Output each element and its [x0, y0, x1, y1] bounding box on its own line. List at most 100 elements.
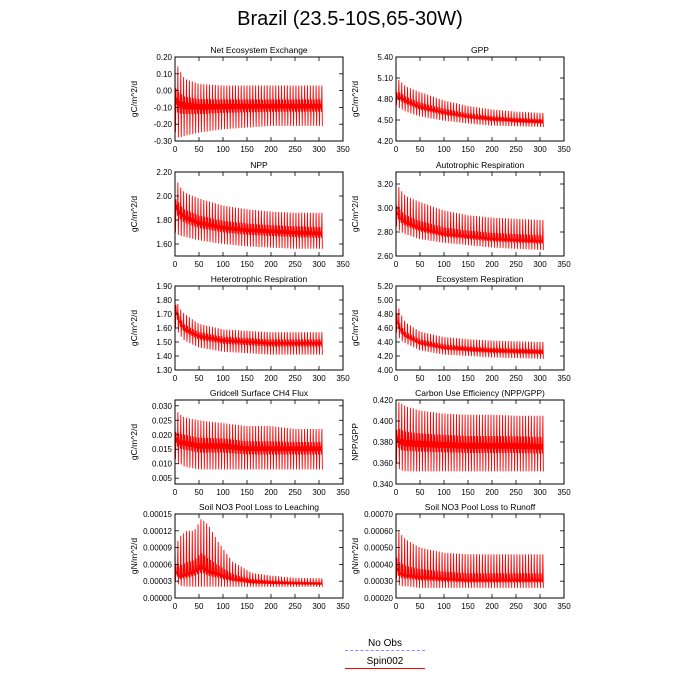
x-tick-label: 100 [216, 145, 230, 154]
x-tick-label: 100 [437, 374, 451, 383]
x-tick-label: 350 [336, 145, 350, 154]
y-axis-label: gN/m^2/d [129, 538, 139, 574]
x-tick-label: 300 [312, 488, 326, 497]
panel-heterotrophic-respiration: Heterotrophic Respiration gC/m^2/d 0 50 100 1… [129, 274, 350, 383]
legend-label-spin002: Spin002 [366, 656, 404, 667]
y-axis-label: gC/m^2/d [129, 310, 139, 346]
y-tick-label: 5.20 [377, 282, 393, 291]
x-tick-label: 150 [461, 260, 475, 269]
y-tick-label: 4.00 [377, 366, 393, 375]
x-tick-label: 350 [336, 374, 350, 383]
x-tick-label: 300 [533, 374, 547, 383]
y-tick-label: 1.80 [156, 296, 172, 305]
y-axis-label: gC/m^2/d [129, 424, 139, 460]
y-tick-label: 0.030 [152, 402, 173, 411]
panel-autotrophic-respiration: Autotrophic Respiration gC/m^2/d 0 50 100 150… [350, 160, 571, 269]
y-tick-label: 0.00000 [143, 594, 172, 603]
legend-entry-no-obs: No Obs [330, 638, 440, 656]
x-tick-label: 0 [394, 374, 399, 383]
x-tick-label: 250 [509, 602, 523, 611]
y-tick-label: 0.025 [152, 416, 173, 425]
y-tick-label: 3.20 [377, 180, 393, 189]
x-tick-label: 0 [394, 260, 399, 269]
panel-npp: NPP gC/m^2/d 0 50 100 150 200 250 300 350 1.60 1.80… [129, 160, 350, 269]
x-tick-label: 50 [416, 260, 425, 269]
panel-title: Soil NO3 Pool Loss to Leaching [199, 502, 319, 512]
y-tick-label: 0.005 [152, 474, 173, 483]
y-tick-label: 4.50 [377, 116, 393, 125]
x-tick-label: 0 [173, 145, 178, 154]
y-tick-label: 0.00070 [364, 510, 393, 519]
panel-title: Autotrophic Respiration [436, 160, 525, 170]
y-tick-label: 0.00050 [364, 544, 393, 553]
plot-frame [395, 171, 565, 257]
y-tick-label: 1.60 [156, 240, 172, 249]
plot-frame [174, 513, 344, 599]
panel-soil-no3-pool-loss-to-runoff: Soil NO3 Pool Loss to Runoff gN/m^2/d 0 50 1… [350, 502, 571, 611]
x-tick-label: 250 [509, 260, 523, 269]
x-tick-label: 0 [394, 602, 399, 611]
y-axis-label: gC/m^2/d [350, 81, 360, 117]
plot-frame [395, 285, 565, 371]
panel-title: Gridcell Surface CH4 Flux [210, 388, 309, 398]
x-tick-label: 350 [557, 602, 571, 611]
x-tick-label: 250 [509, 374, 523, 383]
x-tick-label: 200 [264, 488, 278, 497]
x-tick-label: 100 [216, 602, 230, 611]
x-tick-label: 300 [533, 260, 547, 269]
x-tick-label: 350 [557, 374, 571, 383]
y-tick-label: 1.80 [156, 216, 172, 225]
panel-title: Net Ecosystem Exchange [210, 45, 308, 55]
y-tick-label: 1.50 [156, 338, 172, 347]
series-line-spin002 [175, 519, 323, 587]
x-tick-label: 200 [485, 488, 499, 497]
x-tick-label: 350 [557, 488, 571, 497]
x-tick-label: 150 [240, 145, 254, 154]
y-tick-label: 5.40 [377, 53, 393, 62]
legend-line-no-obs [345, 650, 425, 651]
series-line-spin002 [175, 182, 323, 249]
x-tick-label: 50 [416, 374, 425, 383]
y-tick-label: 2.60 [377, 252, 393, 261]
x-tick-label: 200 [485, 260, 499, 269]
y-tick-label: 1.70 [156, 310, 172, 319]
series-line-spin002 [396, 79, 544, 128]
x-tick-label: 50 [416, 145, 425, 154]
y-tick-label: 0.020 [152, 431, 173, 440]
x-tick-label: 0 [394, 488, 399, 497]
y-tick-label: 0.00060 [364, 527, 393, 536]
y-tick-label: 0.00 [156, 87, 172, 96]
x-tick-label: 150 [240, 488, 254, 497]
panel-title: NPP [250, 160, 268, 170]
y-tick-label: 0.10 [156, 70, 172, 79]
series-line-spin002 [175, 412, 323, 470]
y-tick-label: 0.380 [373, 438, 394, 447]
panel-title: Heterotrophic Respiration [211, 274, 308, 284]
y-tick-label: 0.00006 [143, 560, 172, 569]
legend: No Obs Spin002 [330, 638, 440, 674]
x-tick-label: 300 [312, 260, 326, 269]
figure-title: Brazil (23.5-10S,65-30W) [237, 8, 463, 30]
panel-soil-no3-pool-loss-to-leaching: Soil NO3 Pool Loss to Leaching gN/m^2/d 0 5… [129, 502, 350, 611]
x-tick-label: 300 [312, 145, 326, 154]
y-tick-label: 0.010 [152, 460, 173, 469]
x-tick-label: 0 [173, 602, 178, 611]
y-axis-label: gC/m^2/d [129, 196, 139, 232]
x-tick-label: 150 [240, 602, 254, 611]
y-tick-label: 0.00003 [143, 577, 172, 586]
x-tick-label: 0 [394, 145, 399, 154]
x-tick-label: 50 [416, 602, 425, 611]
y-tick-label: -0.30 [154, 137, 173, 146]
x-tick-label: 200 [264, 145, 278, 154]
x-tick-label: 150 [461, 145, 475, 154]
x-tick-label: 50 [195, 488, 204, 497]
y-tick-label: 0.00030 [364, 577, 393, 586]
plot-frame [395, 513, 565, 599]
x-tick-label: 100 [437, 145, 451, 154]
legend-entry-spin002: Spin002 [330, 656, 440, 674]
y-tick-label: 4.80 [377, 310, 393, 319]
x-tick-label: 100 [216, 488, 230, 497]
x-tick-label: 0 [173, 374, 178, 383]
y-tick-label: 1.30 [156, 366, 172, 375]
series-line-spin002 [175, 63, 323, 138]
